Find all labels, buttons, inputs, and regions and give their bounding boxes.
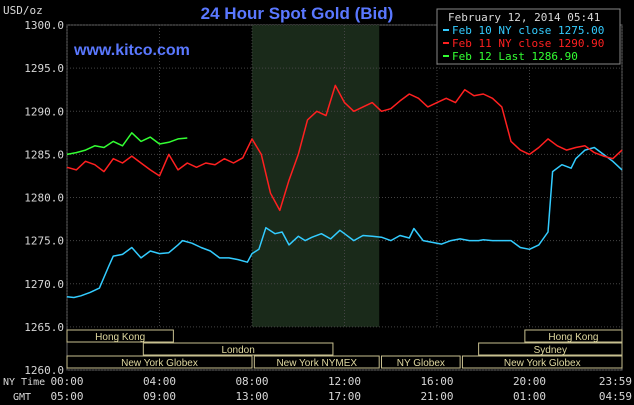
market-session-bar [478,342,623,356]
x-axis-label-ny: NY Time [3,377,45,388]
market-session-bar [142,342,334,356]
y-tick-label: 1290.0 [24,105,64,118]
series-line [66,146,623,299]
market-session-label: NY Globex [397,358,445,369]
y-tick-label: 1275.0 [24,235,64,248]
market-session-label: Hong Kong [548,332,598,343]
x-tick-label-ny: 08:00 [235,375,268,388]
market-session-label: New York Globex [121,358,198,369]
series-lines [66,84,623,299]
x-tick-label-ny: 04:00 [143,375,176,388]
shaded-session-region [252,25,380,327]
series-line [66,132,188,156]
x-tick-label-ny: 00:00 [50,375,83,388]
legend-entry: Feb 10 NY close 1275.00 [452,24,604,37]
y-tick-label: 1265.0 [24,321,64,334]
market-session-label: New York NYMEX [276,358,357,369]
y-tick-label: 1270.0 [24,278,64,291]
y-tick-label: 1280.0 [24,192,64,205]
market-session-label: London [221,345,254,356]
x-tick-label-ny: 16:00 [420,375,453,388]
y-tick-label: 1260.0 [24,364,64,377]
market-session-label: Hong Kong [95,332,145,343]
y-tick-label: 1300.0 [24,19,64,32]
chart-title: 24 Hour Spot Gold (Bid) [201,4,394,23]
x-tick-label-gmt: 09:00 [143,390,176,403]
y-axis-ticks: 1300.0 1295.0 1290.0 1285.0 1280.0 1275.0 1270… [24,19,64,377]
y-axis-label: USD/oz [3,4,43,17]
legend-entry: Feb 12 Last 1286.90 [452,50,578,63]
series-line [66,84,623,212]
x-tick-label-ny: 20:00 [513,375,546,388]
chart-date: February 12, 2014 05:41 [448,11,600,24]
market-session-label: New York Globex [504,358,581,369]
x-tick-label-gmt: 13:00 [235,390,268,403]
y-tick-label: 1295.0 [24,62,64,75]
x-tick-label-ny: 23:59 [599,375,632,388]
market-session-bar [66,355,253,369]
x-tick-label-gmt: 17:00 [328,390,361,403]
x-tick-label-gmt: 04:59 [599,390,632,403]
x-axis-label-gmt: GMT [13,392,31,403]
x-axis-ticks: 00:00 05:00 04:00 09:00 08:00 13:00 12:00 17:00… [50,375,632,403]
market-session-bar [253,355,380,369]
market-session-bar [66,329,174,343]
source-url: www.kitco.com [73,42,190,59]
x-tick-label-gmt: 21:00 [420,390,453,403]
market-session-label: Sydney [534,345,567,356]
market-session-bar [461,355,623,369]
y-tick-label: 1285.0 [24,148,64,161]
x-tick-label-gmt: 01:00 [513,390,546,403]
market-session-bar [381,355,461,369]
legend-box [436,8,621,65]
legend-entry: Feb 11 NY close 1290.90 [452,37,604,50]
x-tick-label-ny: 12:00 [328,375,361,388]
market-session-bars: Hong Kong London New York Globex New York N… [66,329,623,369]
x-tick-label-gmt: 05:00 [50,390,83,403]
market-session-bar [524,329,623,343]
